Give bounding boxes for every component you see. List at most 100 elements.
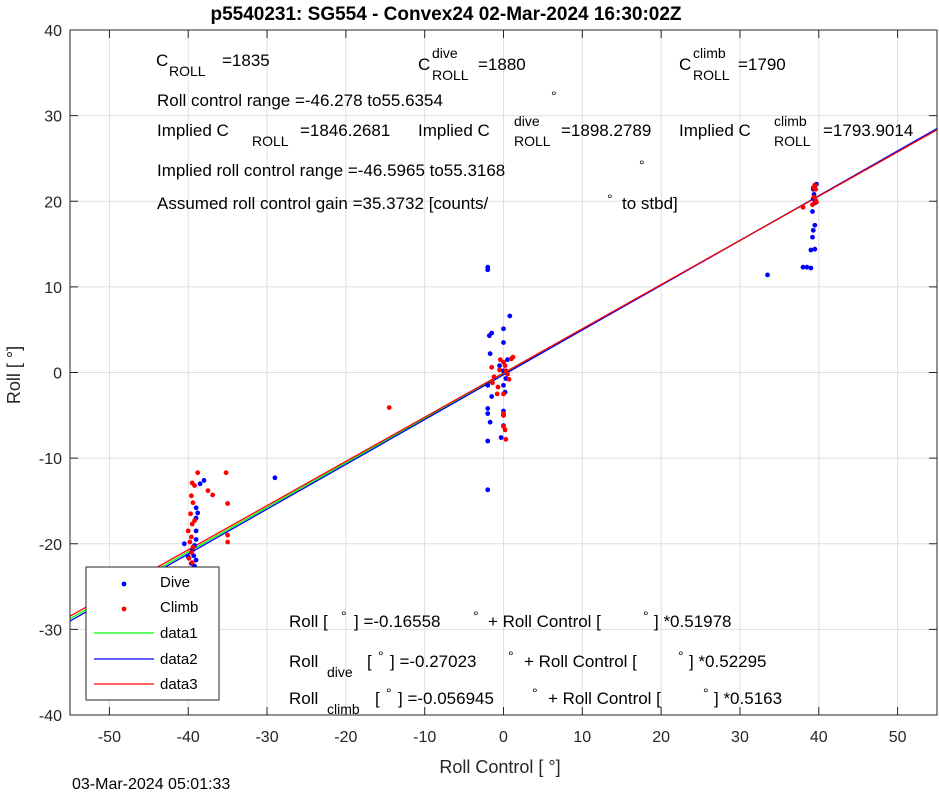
dive-point — [193, 528, 199, 534]
c-roll-base: C — [156, 51, 168, 70]
eq-climb-deg3: ° — [703, 685, 709, 701]
implied-c-roll-value: =1846.2681 — [300, 121, 390, 140]
implied-c-roll-annotation: Implied C ROLL =1846.2681 — [157, 121, 390, 149]
dive-point — [800, 264, 806, 270]
eq-dive-mid2: + Roll Control [ — [524, 652, 637, 671]
climb-point — [811, 194, 817, 200]
eq-all-deg1: ° — [341, 608, 347, 624]
implied-c-roll-climb-base: Implied C — [679, 121, 751, 140]
climb-point — [189, 560, 195, 565]
climb-point — [490, 380, 495, 386]
dive-point — [497, 363, 502, 369]
x-axis-label: Roll Control [ °] — [439, 757, 560, 777]
y-tick-label: -40 — [39, 708, 62, 725]
x-tick-label: -40 — [177, 729, 200, 746]
dive-point — [485, 406, 491, 411]
implied-c-roll-climb-annotation: Implied C climb ROLL =1793.9014 — [679, 113, 913, 149]
climb-point — [185, 528, 191, 534]
implied-c-roll-dive-annotation: Implied C dive ROLL =1898.2789 — [418, 113, 651, 149]
climb-point — [502, 427, 508, 433]
eq-all-deg2: ° — [473, 608, 479, 624]
dive-point — [197, 481, 203, 487]
y-tick-label: -30 — [39, 622, 62, 639]
c-roll-climb-sup: climb — [693, 45, 726, 61]
eq-dive-bracket: [ — [367, 652, 372, 671]
x-tick-label: -50 — [98, 729, 121, 746]
dive-point — [808, 265, 814, 271]
climb-point — [210, 492, 216, 498]
implied-c-roll-dive-sub: ROLL — [514, 133, 551, 149]
c-roll-dive-sub: ROLL — [432, 67, 469, 83]
climb-point — [386, 405, 392, 411]
dive-point — [485, 487, 491, 493]
roll-range-text: Roll control range =-46.278 to55.6354 — [157, 91, 443, 110]
chart-title: p5540231: SG554 - Convex24 02-Mar-2024 1… — [210, 4, 681, 25]
climb-point — [188, 534, 194, 540]
climb-point — [800, 204, 806, 210]
legend-marker-Climb — [121, 606, 127, 612]
c-roll-dive-annotation: C dive ROLL =1880 — [418, 45, 526, 83]
climb-point — [506, 376, 512, 382]
c-roll-climb-annotation: C climb ROLL =1790 — [679, 45, 786, 83]
climb-point — [195, 470, 201, 476]
eq-climb-pre: Roll — [289, 689, 318, 708]
dive-point — [195, 510, 201, 516]
y-tick-label: 10 — [44, 280, 62, 297]
legend-label-data2: data2 — [160, 651, 198, 668]
dive-point — [181, 541, 187, 547]
gain-tail: to stbd] — [622, 194, 678, 213]
eq-dive-tail: ] *0.52295 — [689, 652, 767, 671]
y-tick-label: -10 — [39, 451, 62, 468]
climb-point — [223, 470, 229, 476]
dive-point — [193, 537, 199, 542]
dive-point — [486, 333, 492, 339]
c-roll-dive-sup: dive — [432, 45, 458, 61]
dive-point — [487, 351, 493, 357]
c-roll-climb-value: =1790 — [738, 55, 786, 74]
x-tick-label: 40 — [810, 729, 828, 746]
climb-point — [810, 202, 815, 208]
climb-point — [189, 521, 195, 527]
y-tick-label: 40 — [44, 23, 62, 40]
dive-point — [507, 313, 513, 319]
dive-point — [765, 272, 770, 278]
climb-point — [494, 391, 500, 397]
x-tick-label: 30 — [731, 729, 749, 746]
implied-c-roll-base: Implied C — [157, 121, 229, 140]
eq-dive-sub: dive — [327, 664, 353, 680]
eq-all-pre: Roll [ — [289, 612, 328, 631]
implied-c-roll-climb-value: =1793.9014 — [823, 121, 913, 140]
eq-all-tail: ] *0.51978 — [654, 612, 732, 631]
eq-climb-bracket: [ — [375, 689, 380, 708]
dive-point — [485, 438, 491, 444]
x-tick-label: 0 — [499, 729, 508, 746]
climb-point — [205, 488, 211, 494]
implied-c-roll-climb-sub: ROLL — [774, 133, 811, 149]
dive-point — [485, 267, 491, 273]
dive-point — [489, 394, 495, 399]
y-tick-label: -20 — [39, 537, 62, 554]
eq-dive-pre: Roll — [289, 652, 318, 671]
climb-point — [225, 501, 231, 506]
dive-point — [485, 411, 491, 416]
dive-point — [810, 227, 816, 233]
climb-point — [186, 555, 192, 561]
eq-all-mid2: + Roll Control [ — [488, 612, 601, 631]
c-roll-dive-base: C — [418, 55, 430, 74]
climb-point — [187, 539, 193, 545]
x-tick-label: 20 — [652, 729, 670, 746]
y-axis-label: Roll [ °] — [4, 346, 24, 404]
dive-point — [487, 419, 493, 425]
dive-point — [501, 326, 506, 332]
eq-climb-mid2: + Roll Control [ — [548, 689, 661, 708]
implied-c-roll-dive-sup: dive — [514, 113, 540, 129]
equation-dive: Roll dive [ ° ] =-0.27023 ° + Roll Contr… — [289, 648, 767, 680]
climb-point — [501, 391, 506, 397]
climb-point — [491, 374, 497, 380]
climb-point — [192, 518, 197, 524]
roll-range-degree: ° — [551, 88, 557, 104]
climb-point — [501, 412, 506, 418]
dive-point — [501, 382, 506, 388]
implied-range-text: Implied roll control range =-46.5965 to5… — [157, 161, 505, 180]
